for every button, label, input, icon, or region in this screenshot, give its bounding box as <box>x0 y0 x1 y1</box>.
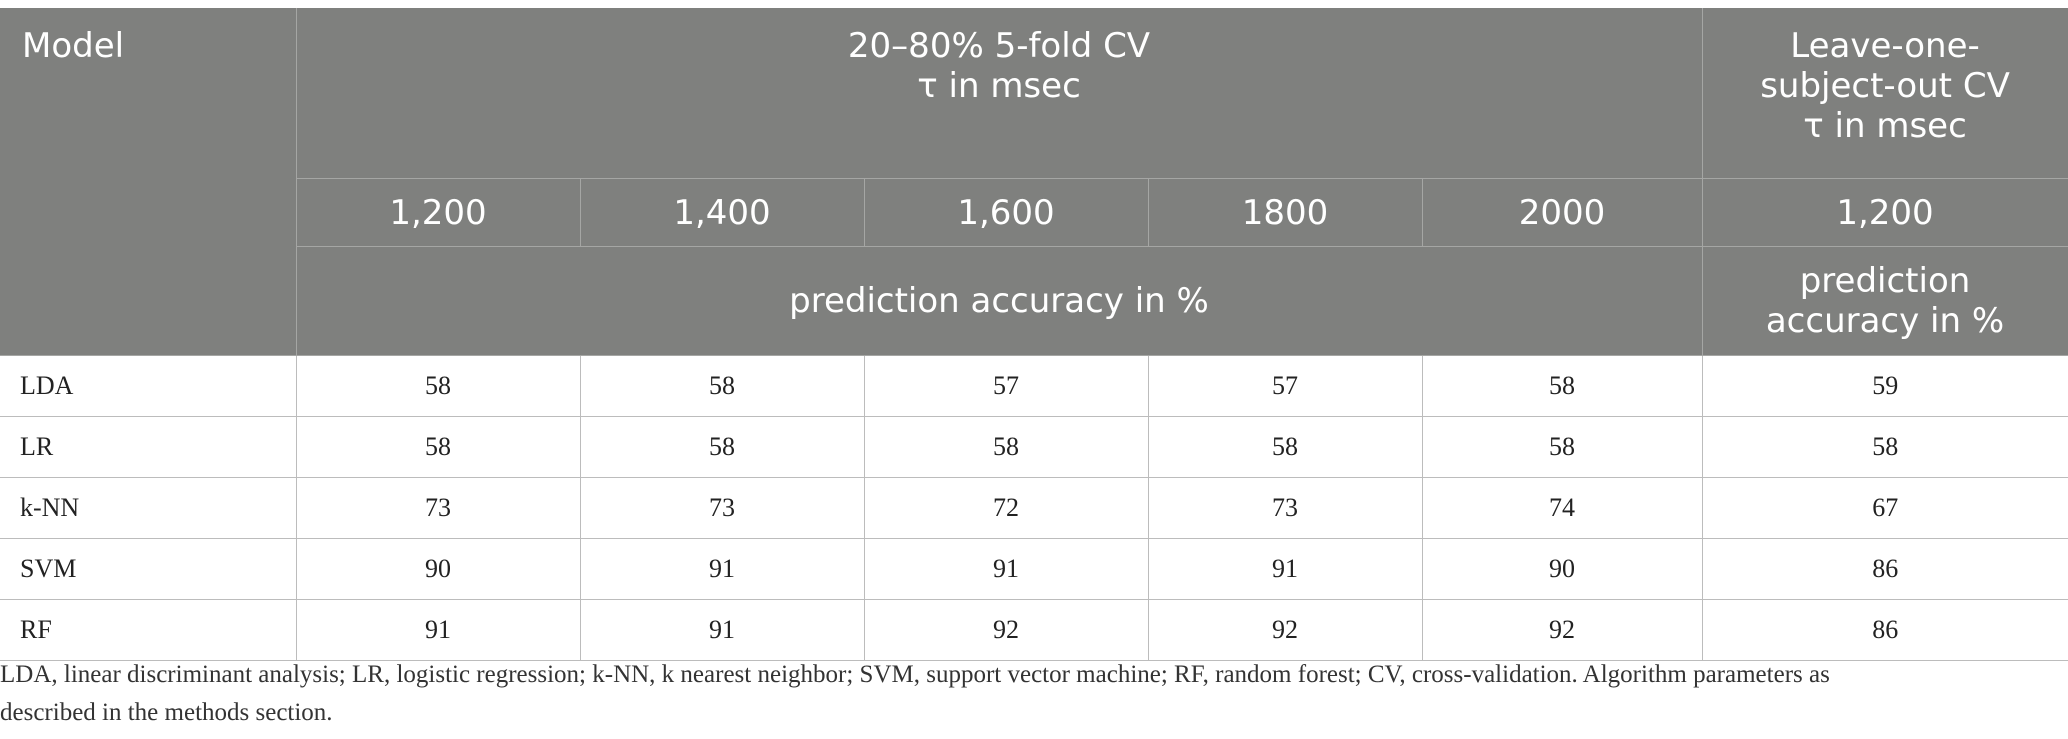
header-row-tau: 1,200 1,400 1,600 1800 2000 1,200 <box>0 178 2068 247</box>
accuracy-cell: 92 <box>1421 599 1703 661</box>
accuracy-cell: 73 <box>1147 477 1423 539</box>
accuracy-cell: 58 <box>1147 416 1423 478</box>
results-table-container: Model 20–80% 5-fold CV τ in msec Leave-o… <box>0 8 2068 661</box>
tau-header: 1,200 <box>295 178 581 247</box>
accuracy-cell: 67 <box>1701 477 2068 539</box>
prediction-accuracy-table: Model 20–80% 5-fold CV τ in msec Leave-o… <box>0 8 2068 661</box>
tau-header: 1,600 <box>863 178 1149 247</box>
loso-group-header: Leave-one- subject-out CV τ in msec <box>1701 8 2068 179</box>
accuracy-cell: 58 <box>1421 416 1703 478</box>
accuracy-cell: 92 <box>1147 599 1423 661</box>
accuracy-cell: 58 <box>863 416 1149 478</box>
footnote-line: LDA, linear discriminant analysis; LR, l… <box>0 661 1830 688</box>
tau-header: 1,200 <box>1701 178 2068 247</box>
accuracy-cell: 74 <box>1421 477 1703 539</box>
accuracy-cell: 58 <box>1421 355 1703 417</box>
loso-metric-line2: accuracy in % <box>1765 301 2005 341</box>
accuracy-cell: 91 <box>579 538 865 600</box>
table-footnote: LDA, linear discriminant analysis; LR, l… <box>0 656 2060 732</box>
accuracy-cell: 57 <box>1147 355 1423 417</box>
accuracy-cell: 91 <box>295 599 581 661</box>
cv-metric-header: prediction accuracy in % <box>295 246 1703 356</box>
model-name-cell: k-NN <box>0 477 297 539</box>
accuracy-cell: 91 <box>579 599 865 661</box>
accuracy-cell: 59 <box>1701 355 2068 417</box>
accuracy-cell: 58 <box>1701 416 2068 478</box>
accuracy-cell: 58 <box>295 355 581 417</box>
tau-header: 1800 <box>1147 178 1423 247</box>
loso-group-title-line1: Leave-one- <box>1790 26 1980 66</box>
accuracy-cell: 57 <box>863 355 1149 417</box>
cv-group-unit: τ in msec <box>917 66 1081 106</box>
accuracy-cell: 72 <box>863 477 1149 539</box>
cv-group-title: 20–80% 5-fold CV <box>847 26 1151 66</box>
loso-group-unit: τ in msec <box>1803 106 1967 146</box>
table-row: RF 91 91 92 92 92 86 <box>0 599 2068 661</box>
accuracy-cell: 91 <box>863 538 1149 600</box>
accuracy-cell: 91 <box>1147 538 1423 600</box>
accuracy-cell: 86 <box>1701 599 2068 661</box>
loso-metric-header: prediction accuracy in % <box>1701 246 2068 356</box>
table-row: LDA 58 58 57 57 58 59 <box>0 355 2068 417</box>
tau-header: 2000 <box>1421 178 1703 247</box>
model-name-cell: SVM <box>0 538 297 600</box>
accuracy-cell: 90 <box>1421 538 1703 600</box>
accuracy-cell: 86 <box>1701 538 2068 600</box>
loso-group-title-line2: subject-out CV <box>1760 66 2010 106</box>
loso-metric-line1: prediction <box>1799 261 1971 301</box>
tau-header: 1,400 <box>579 178 865 247</box>
model-column-header: Model <box>0 8 297 356</box>
cv-group-header: 20–80% 5-fold CV τ in msec <box>295 8 1703 179</box>
table-header: Model 20–80% 5-fold CV τ in msec Leave-o… <box>0 8 2068 356</box>
accuracy-cell: 73 <box>295 477 581 539</box>
model-name-cell: RF <box>0 599 297 661</box>
table-row: SVM 90 91 91 91 90 86 <box>0 538 2068 600</box>
accuracy-cell: 58 <box>579 355 865 417</box>
table-row: k-NN 73 73 72 73 74 67 <box>0 477 2068 539</box>
accuracy-cell: 73 <box>579 477 865 539</box>
model-name-cell: LR <box>0 416 297 478</box>
accuracy-cell: 90 <box>295 538 581 600</box>
header-row-groups: Model 20–80% 5-fold CV τ in msec Leave-o… <box>0 8 2068 356</box>
header-row-metric: prediction accuracy in % prediction accu… <box>0 246 2068 356</box>
footnote-line: described in the methods section. <box>0 699 333 726</box>
table-body: LDA 58 58 57 57 58 59 LR 58 58 58 58 58 … <box>0 355 2068 661</box>
accuracy-cell: 92 <box>863 599 1149 661</box>
accuracy-cell: 58 <box>295 416 581 478</box>
model-name-cell: LDA <box>0 355 297 417</box>
accuracy-cell: 58 <box>579 416 865 478</box>
table-row: LR 58 58 58 58 58 58 <box>0 416 2068 478</box>
